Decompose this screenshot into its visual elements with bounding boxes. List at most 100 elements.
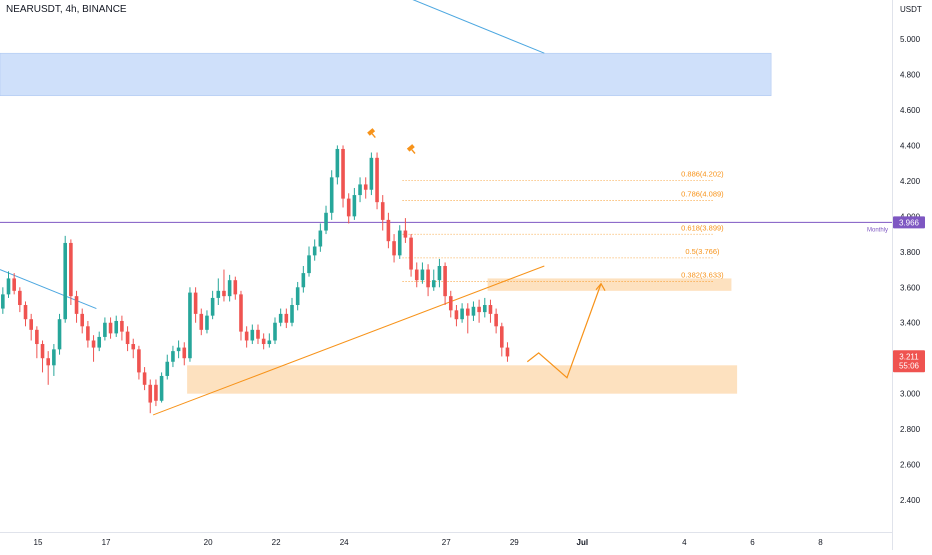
candle: [23, 301, 28, 327]
time-tick-label: Jul: [577, 538, 589, 547]
last-price-badge: [893, 350, 925, 373]
candle: [460, 303, 464, 323]
time-axis[interactable]: 15 17 20 22 24 27 29 Jul 4 6 8: [34, 538, 824, 547]
target-zone: [487, 278, 732, 291]
time-tick-label: 22: [272, 538, 281, 547]
candle: [35, 326, 39, 359]
candle: [369, 152, 374, 196]
candle: [380, 195, 385, 231]
candle: [386, 212, 391, 249]
candle: [335, 145, 340, 185]
candle: [290, 297, 294, 327]
candle: [267, 333, 272, 348]
price-tick-label: 5.000: [900, 35, 921, 44]
candle-body: [448, 296, 453, 311]
candle: [40, 340, 45, 373]
candle: [176, 340, 181, 359]
candle-body: [148, 384, 153, 403]
marker-stem: [371, 133, 376, 138]
candle-body: [318, 230, 323, 247]
candle-body: [471, 306, 476, 316]
candle: [448, 290, 453, 318]
time-tick-label: 20: [204, 538, 213, 547]
lines-layer: Monthly 0.886(4.202) 0.786(4.089) 0.618(3.8…: [0, 0, 892, 416]
candle: [222, 269, 226, 302]
candle-body: [465, 308, 470, 316]
candle-body: [12, 278, 16, 291]
candles-layer: [1, 145, 510, 414]
candle-body: [386, 219, 391, 242]
candle-body: [120, 320, 124, 332]
time-tick-label: 8: [818, 538, 823, 547]
candle-body: [165, 361, 170, 376]
candle-body: [233, 280, 238, 295]
candle-body: [57, 319, 62, 350]
monthly-price-badge-text: 3.966: [899, 218, 920, 227]
time-tick-label: 27: [442, 538, 451, 547]
upper-trendline: [412, 0, 545, 54]
candle: [465, 303, 470, 334]
candle-body: [176, 347, 181, 352]
candle-body: [23, 305, 28, 320]
candle-body: [103, 322, 107, 337]
candle-body: [193, 292, 198, 314]
candle: [409, 234, 413, 277]
candle-body: [341, 148, 345, 199]
candle-body: [40, 344, 45, 359]
candle: [420, 262, 425, 284]
candle-body: [358, 184, 362, 196]
price-tick-label: 3.800: [900, 248, 921, 257]
candle-body: [324, 212, 328, 231]
candle: [352, 187, 357, 220]
candle-body: [86, 326, 90, 341]
candle-body: [244, 331, 249, 341]
candle-body: [267, 340, 272, 345]
candle-body: [35, 329, 39, 345]
candle: [239, 290, 243, 341]
candle: [188, 287, 192, 362]
price-axis[interactable]: USDT5.0004.8004.6004.4004.2004.0003.8003…: [893, 5, 925, 505]
overlay-layer: [367, 128, 606, 379]
fib-level-label: 0.382(3.633): [681, 270, 724, 279]
candle: [159, 372, 164, 403]
candle: [273, 317, 277, 345]
candle: [74, 290, 79, 323]
candle-body: [29, 319, 33, 330]
candle-body: [199, 313, 204, 330]
candle-body: [171, 351, 175, 362]
candle-body: [363, 184, 368, 190]
candle: [57, 313, 62, 355]
candle-body: [250, 329, 255, 341]
candle: [80, 308, 85, 334]
candle: [318, 223, 323, 252]
candle: [482, 297, 487, 318]
monthly-level-label: Monthly: [867, 227, 888, 233]
candle-body: [97, 336, 102, 348]
candle-body: [329, 177, 334, 213]
candle-body: [290, 305, 294, 323]
candle-body: [1, 294, 5, 309]
candle-body: [227, 280, 232, 297]
candle-body: [505, 347, 510, 357]
time-tick-label: 24: [340, 538, 349, 547]
candle: [137, 345, 141, 380]
candle-body: [205, 315, 209, 330]
candle-body: [273, 322, 277, 341]
fib-level-label: 0.618(3.899): [681, 223, 724, 232]
candle-body: [125, 331, 130, 345]
pattern-marker-icon: [367, 128, 376, 138]
candle: [392, 234, 396, 263]
candle-body: [46, 358, 50, 366]
price-tick-label: 2.800: [900, 425, 921, 434]
candle: [103, 317, 107, 341]
candle: [324, 205, 328, 235]
candle-body: [488, 305, 493, 314]
candle-body: [482, 305, 487, 313]
candle-body: [159, 375, 164, 401]
price-tick-label: 4.600: [900, 106, 921, 115]
candle-body: [397, 230, 402, 256]
candle: [142, 367, 147, 391]
candle: [182, 342, 187, 366]
